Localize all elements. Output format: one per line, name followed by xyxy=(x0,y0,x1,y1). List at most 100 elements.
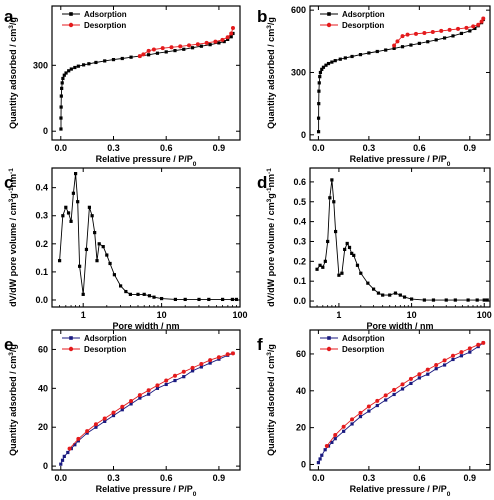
data-point xyxy=(468,29,472,33)
data-point xyxy=(475,298,479,302)
data-point xyxy=(467,346,472,351)
y-tick-label: 0.1 xyxy=(293,276,306,286)
y-tick-label: 300 xyxy=(291,67,306,77)
x-axis-label: Pore width / nm xyxy=(366,321,433,331)
data-point xyxy=(71,191,76,195)
data-point xyxy=(82,63,86,67)
data-point xyxy=(226,37,230,41)
data-point xyxy=(183,297,187,302)
data-point xyxy=(392,392,396,397)
data-point xyxy=(476,342,481,347)
x-tick-label: 1 xyxy=(336,310,341,320)
data-point xyxy=(146,388,151,393)
y-axis-label: Quantity adsorbed / cm3/g xyxy=(266,344,277,456)
data-point xyxy=(78,264,82,268)
x-tick-label: 0.9 xyxy=(213,143,226,153)
data-point xyxy=(459,354,464,358)
data-point xyxy=(326,239,330,244)
data-point xyxy=(338,57,342,61)
data-point xyxy=(417,41,421,45)
data-point xyxy=(220,37,225,42)
data-point xyxy=(350,417,355,422)
data-point xyxy=(315,267,319,271)
data-point xyxy=(190,365,195,370)
chart-panel-b: 0.0 0.3 0.6 0.9 0 300 600 Relative pressure / P… xyxy=(257,5,491,168)
data-point xyxy=(402,295,407,299)
data-point xyxy=(426,40,430,44)
legend-marker xyxy=(69,12,73,16)
y-tick-label: 0 xyxy=(301,130,306,140)
data-point xyxy=(178,44,183,49)
data-point xyxy=(173,48,177,53)
data-point xyxy=(476,22,481,27)
data-point xyxy=(479,19,484,24)
data-point xyxy=(60,81,64,85)
data-point xyxy=(367,51,371,55)
data-point xyxy=(199,365,203,369)
x-tick-label: 0.6 xyxy=(413,473,426,483)
x-tick-label: 0.6 xyxy=(160,143,173,153)
data-point xyxy=(225,35,230,40)
data-point xyxy=(347,245,352,250)
series-line-adsorption xyxy=(60,352,234,465)
data-point xyxy=(94,60,98,65)
data-point xyxy=(375,398,380,403)
data-point xyxy=(459,350,464,355)
chart-panel-d: 1 10 100 0.0 0.1 0.2 0.3 0.4 0.5 0.6 Pore width / … xyxy=(257,167,492,331)
x-tick-label: 0.3 xyxy=(363,143,376,153)
data-point xyxy=(359,271,363,275)
x-tick-label: 10 xyxy=(157,310,167,320)
data-point xyxy=(173,378,177,383)
data-point xyxy=(230,297,235,302)
x-tick-label: 10 xyxy=(407,310,417,320)
data-point xyxy=(392,387,397,392)
data-point xyxy=(90,214,94,218)
data-point xyxy=(371,287,376,291)
data-point xyxy=(321,65,326,69)
data-point xyxy=(330,440,334,444)
legend-marker xyxy=(327,336,331,340)
y-tick-label: 20 xyxy=(296,423,306,433)
data-point xyxy=(85,429,90,434)
data-point xyxy=(447,27,452,32)
y-tick-label: 0.0 xyxy=(293,296,306,306)
x-tick-label: 0.6 xyxy=(160,473,173,483)
x-axis-label: Pore width / nm xyxy=(112,321,179,331)
data-point xyxy=(155,51,160,55)
x-tick-label: 0.9 xyxy=(213,473,226,483)
data-point xyxy=(230,25,235,30)
data-point xyxy=(147,294,152,298)
data-point xyxy=(442,363,447,367)
data-point xyxy=(151,47,156,52)
y-tick-label: 60 xyxy=(296,349,306,359)
data-point xyxy=(375,49,379,54)
data-point xyxy=(456,26,461,31)
x-tick-label: 0.3 xyxy=(107,143,120,153)
data-point xyxy=(324,63,328,67)
data-point xyxy=(482,298,486,302)
series-line xyxy=(59,173,237,300)
y-tick-label: 0.3 xyxy=(35,211,48,221)
data-point xyxy=(221,297,225,302)
data-point xyxy=(111,410,116,415)
chart-panel-e: 0.0 0.3 0.6 0.9 0 20 40 60 Relative pressure / P… xyxy=(4,329,241,498)
data-point xyxy=(434,38,438,42)
y-axis-label: Quantity adsorbed / cm3/g xyxy=(8,344,19,456)
data-point xyxy=(332,200,336,204)
data-point xyxy=(190,46,195,50)
plot-frame xyxy=(309,5,491,141)
data-point xyxy=(453,298,457,302)
legend-label: Adsorption xyxy=(84,334,127,343)
data-point xyxy=(59,105,63,109)
series-line-adsorption xyxy=(318,19,484,132)
x-axis-label: Relative pressure / P/P0 xyxy=(350,154,451,168)
plot-frame xyxy=(309,167,491,308)
data-point xyxy=(103,59,107,63)
y-tick-label: 0 xyxy=(43,126,48,136)
data-point xyxy=(316,461,321,465)
data-point xyxy=(317,81,321,85)
data-point xyxy=(320,453,324,457)
data-point xyxy=(69,219,73,223)
data-point xyxy=(97,242,101,246)
